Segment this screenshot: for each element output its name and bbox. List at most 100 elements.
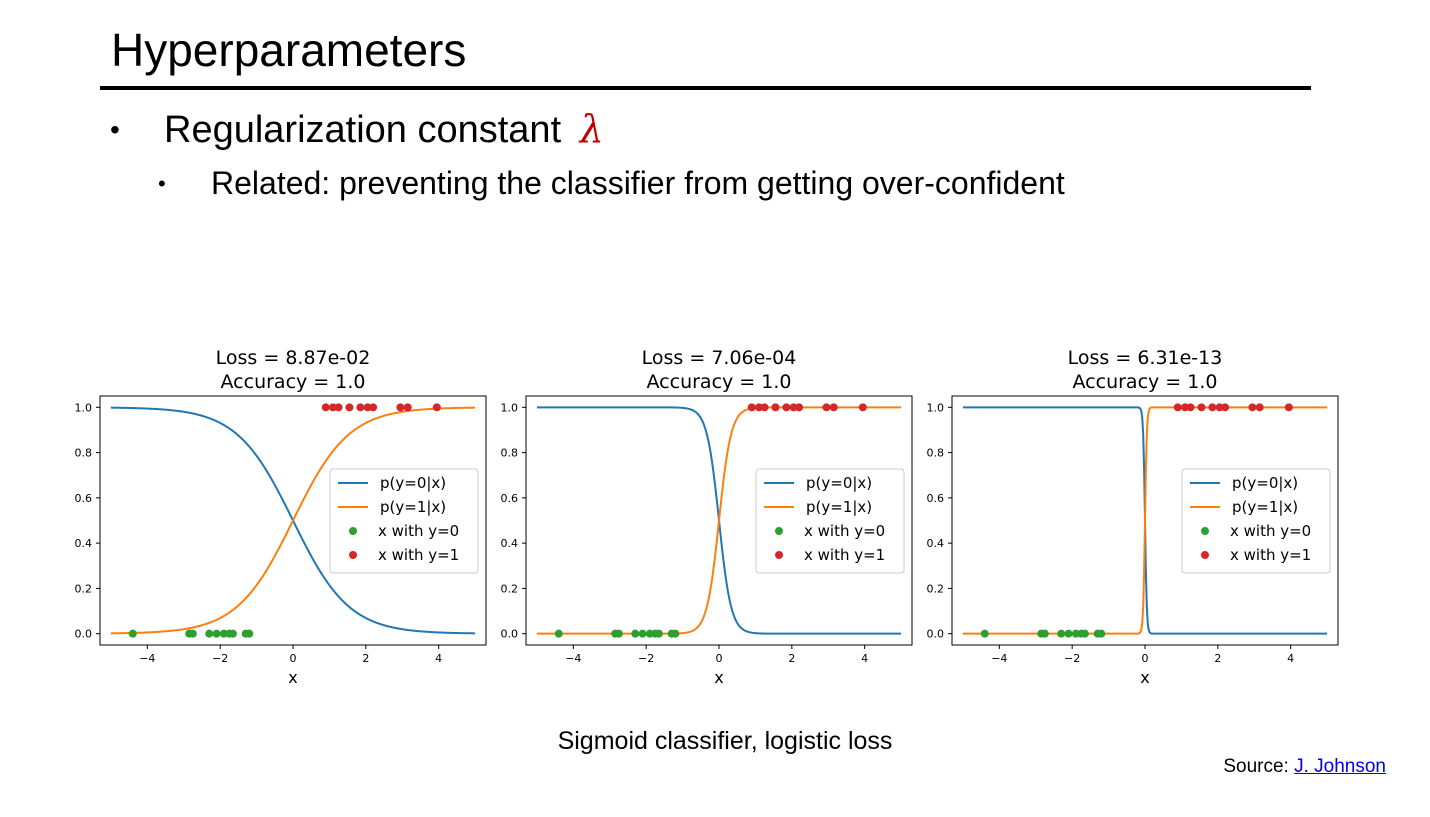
y-tick-label: 0.6 xyxy=(75,492,93,505)
point-class-1 xyxy=(771,403,780,412)
y-tick-label: 0.8 xyxy=(75,447,93,460)
figure-caption: Sigmoid classifier, logistic loss xyxy=(557,727,893,755)
legend-label: x with y=0 xyxy=(378,522,459,540)
legend-label: p(y=0|x) xyxy=(806,474,872,492)
point-class-0 xyxy=(212,629,221,638)
y-tick-label: 0.6 xyxy=(501,492,519,505)
point-class-0 xyxy=(128,629,137,638)
point-class-1 xyxy=(334,403,343,412)
point-class-1 xyxy=(396,403,405,412)
chart-title-line: Accuracy = 1.0 xyxy=(647,371,792,393)
point-class-0 xyxy=(980,629,989,638)
point-class-1 xyxy=(1186,403,1195,412)
x-tick-label: 0 xyxy=(290,652,297,665)
point-class-1 xyxy=(747,403,756,412)
legend-marker-swatch xyxy=(1201,527,1209,535)
source-link[interactable]: J. Johnson xyxy=(1294,756,1386,777)
y-tick-label: 0.0 xyxy=(75,628,93,641)
legend-label: p(y=1|x) xyxy=(380,498,446,516)
legend-marker-swatch xyxy=(1201,551,1209,559)
legend-box xyxy=(1181,468,1331,574)
legend-label: p(y=1|x) xyxy=(1232,498,1298,516)
title-divider xyxy=(100,86,1311,90)
x-tick-label: −4 xyxy=(991,652,1007,665)
series-line-p-y1 xyxy=(110,406,476,635)
y-tick-label: 1.0 xyxy=(501,401,519,414)
chart-title-line: Loss = 7.06e-04 xyxy=(642,347,797,369)
bullet-regularization: Regularization constant λ xyxy=(164,106,604,153)
legend-label: p(y=0|x) xyxy=(1232,474,1298,492)
x-tick-label: 4 xyxy=(861,652,868,665)
series-line-p-y1 xyxy=(962,406,1328,635)
y-tick-label: 0.4 xyxy=(501,537,519,550)
x-axis-label: x xyxy=(288,668,297,687)
bullet-regularization-text: Regularization constant xyxy=(164,109,572,151)
x-axis-label: x xyxy=(714,668,723,687)
point-class-1 xyxy=(369,403,378,412)
point-class-0 xyxy=(1097,629,1106,638)
bullet-marker: • xyxy=(110,114,120,145)
source-label: Source: xyxy=(1223,756,1295,777)
legend-marker-swatch xyxy=(775,551,783,559)
point-class-0 xyxy=(228,629,237,638)
legend-label: p(y=1|x) xyxy=(806,498,872,516)
legend-label: x with y=1 xyxy=(378,546,459,564)
point-class-1 xyxy=(1248,403,1257,412)
sub-bullet-marker: • xyxy=(158,171,166,196)
x-tick-label: −2 xyxy=(638,652,654,665)
point-class-1 xyxy=(829,403,838,412)
point-class-1 xyxy=(403,403,412,412)
point-class-0 xyxy=(1064,629,1073,638)
point-class-1 xyxy=(1173,403,1182,412)
point-class-0 xyxy=(1040,629,1049,638)
y-tick-label: 0.2 xyxy=(927,582,945,595)
chart-title-line: Loss = 6.31e-13 xyxy=(1068,347,1223,369)
legend-label: p(y=0|x) xyxy=(380,474,446,492)
x-tick-label: 4 xyxy=(435,652,442,665)
y-tick-label: 0.0 xyxy=(501,628,519,641)
y-tick-label: 0.2 xyxy=(75,582,93,595)
x-tick-label: 0 xyxy=(716,652,723,665)
lambda-symbol: λ xyxy=(579,107,604,151)
chart-title-line: Accuracy = 1.0 xyxy=(221,371,366,393)
slide-title: Hyperparameters xyxy=(111,24,467,76)
y-tick-label: 0.4 xyxy=(75,537,93,550)
point-class-0 xyxy=(1057,629,1066,638)
point-class-0 xyxy=(1080,629,1089,638)
chart-title-line: Accuracy = 1.0 xyxy=(1073,371,1218,393)
y-tick-label: 0.8 xyxy=(927,447,945,460)
y-tick-label: 0.0 xyxy=(927,628,945,641)
point-class-1 xyxy=(345,403,354,412)
legend-label: x with y=1 xyxy=(1230,546,1311,564)
x-tick-label: −4 xyxy=(565,652,581,665)
x-tick-label: −2 xyxy=(1064,652,1080,665)
point-class-0 xyxy=(638,629,647,638)
legend-marker-swatch xyxy=(775,527,783,535)
point-class-1 xyxy=(432,403,441,412)
point-class-1 xyxy=(822,403,831,412)
y-tick-label: 0.8 xyxy=(501,447,519,460)
legend-label: x with y=0 xyxy=(804,522,885,540)
point-class-1 xyxy=(1284,403,1293,412)
chart-legend: p(y=0|x) p(y=1|x) x with y=0 x with y=1 xyxy=(755,468,905,574)
point-class-1 xyxy=(1208,403,1217,412)
chart-legend: p(y=0|x) p(y=1|x) x with y=0 x with y=1 xyxy=(1181,468,1331,574)
y-tick-label: 1.0 xyxy=(75,401,93,414)
y-tick-label: 0.6 xyxy=(927,492,945,505)
legend-marker-swatch xyxy=(349,527,357,535)
series-line-p-y1 xyxy=(536,406,902,635)
point-class-0 xyxy=(188,629,197,638)
point-class-0 xyxy=(671,629,680,638)
sub-bullet-related: Related: preventing the classifier from … xyxy=(211,165,1065,201)
point-class-0 xyxy=(654,629,663,638)
point-class-1 xyxy=(760,403,769,412)
point-class-0 xyxy=(205,629,214,638)
point-class-0 xyxy=(245,629,254,638)
legend-box xyxy=(329,468,479,574)
point-class-1 xyxy=(1221,403,1230,412)
point-class-1 xyxy=(1255,403,1264,412)
y-tick-label: 1.0 xyxy=(927,401,945,414)
